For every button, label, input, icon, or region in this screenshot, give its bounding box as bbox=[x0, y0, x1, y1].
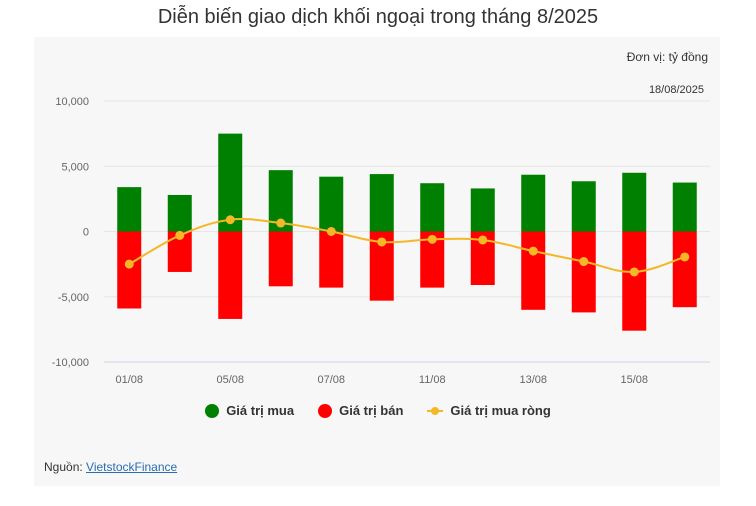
y-tick-label: -5,000 bbox=[58, 292, 89, 304]
net-point bbox=[579, 257, 589, 267]
y-tick-label: 10,000 bbox=[55, 96, 89, 108]
bar-buy bbox=[622, 172, 647, 232]
y-tick-label: -10,000 bbox=[52, 357, 89, 369]
net-point bbox=[175, 230, 185, 240]
bar-buy bbox=[167, 194, 192, 232]
y-tick-label: 5,000 bbox=[61, 161, 89, 173]
bar-sell bbox=[117, 231, 142, 309]
bar-buy bbox=[521, 174, 546, 232]
net-point bbox=[225, 215, 235, 225]
bar-buy bbox=[369, 174, 394, 232]
legend-net-swatch bbox=[427, 404, 444, 418]
net-line bbox=[128, 218, 686, 273]
source-link[interactable]: VietstockFinance bbox=[86, 460, 178, 474]
bar-buy bbox=[672, 182, 697, 232]
legend-sell-swatch bbox=[318, 403, 333, 418]
legend-buy-label: Giá trị mua bbox=[226, 403, 295, 418]
bar-buy bbox=[470, 188, 495, 232]
bar-buy bbox=[420, 183, 445, 232]
bar-sell bbox=[268, 231, 293, 287]
unit-label: Đơn vị: tỷ đồng bbox=[626, 50, 708, 64]
x-tick-label: 05/08 bbox=[216, 374, 244, 386]
legend-net-label: Giá trị mua ròng bbox=[450, 403, 551, 418]
chart-title: Diễn biến giao dịch khối ngoại trong thá… bbox=[157, 6, 599, 28]
net-point bbox=[629, 267, 639, 277]
bar-sell bbox=[622, 231, 647, 331]
bar-sell bbox=[672, 231, 697, 308]
net-point bbox=[276, 218, 286, 228]
bar-buy bbox=[319, 176, 344, 232]
bar-sell bbox=[218, 231, 243, 319]
legend-sell-label: Giá trị bán bbox=[339, 403, 404, 418]
x-tick-label: 15/08 bbox=[620, 374, 648, 386]
bar-buy bbox=[571, 181, 596, 232]
net-point bbox=[528, 246, 538, 256]
net-point bbox=[680, 252, 690, 262]
legend-item-net[interactable]: Giá trị mua ròng bbox=[427, 403, 551, 418]
bar-sell bbox=[571, 231, 596, 313]
legend-buy-swatch bbox=[205, 403, 220, 418]
x-tick-label: 13/08 bbox=[519, 374, 547, 386]
source-prefix: Nguồn: bbox=[44, 460, 87, 474]
net-point bbox=[377, 237, 387, 247]
net-point bbox=[478, 235, 488, 245]
bar-sell bbox=[319, 231, 344, 288]
x-tick-label: 11/08 bbox=[419, 374, 446, 386]
net-point bbox=[326, 227, 336, 236]
net-point bbox=[124, 259, 134, 269]
legend-item-sell[interactable]: Giá trị bán bbox=[318, 403, 403, 418]
y-tick-label: 0 bbox=[83, 227, 89, 239]
x-tick-label: 07/08 bbox=[317, 374, 345, 386]
bar-sell bbox=[521, 231, 546, 310]
bar-buy bbox=[117, 187, 142, 232]
legend: Giá trị mua Giá trị bán Giá trị mua ròng bbox=[0, 403, 756, 418]
date-label: 18/08/2025 bbox=[648, 84, 704, 96]
net-point bbox=[427, 234, 437, 244]
x-tick-label: 01/08 bbox=[115, 374, 143, 386]
source-note: Nguồn: VietstockFinance bbox=[44, 460, 177, 474]
legend-item-buy[interactable]: Giá trị mua bbox=[205, 403, 294, 418]
bar-buy bbox=[218, 133, 243, 232]
